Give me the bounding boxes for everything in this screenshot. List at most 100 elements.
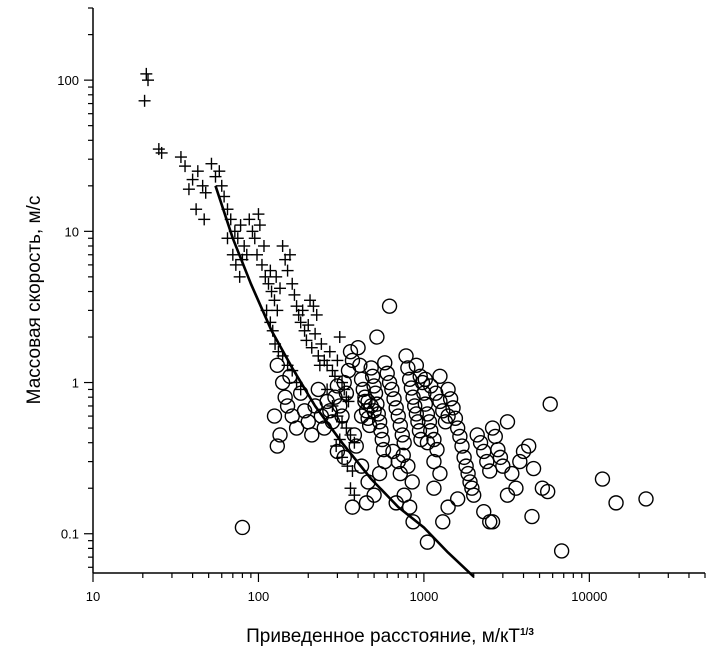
circle-marker: [390, 408, 406, 424]
plus-marker: [304, 294, 317, 307]
plus-marker: [340, 422, 353, 435]
circle-marker: [401, 499, 418, 515]
circle-marker: [358, 495, 375, 511]
plus-marker: [213, 165, 226, 178]
plus-marker: [205, 157, 218, 170]
plus-marker: [215, 179, 228, 192]
circle-marker: [432, 465, 448, 482]
plus-marker: [265, 285, 278, 298]
circle-marker: [452, 428, 468, 445]
plus-marker: [326, 364, 339, 377]
plus-marker: [198, 213, 211, 226]
circle-marker: [392, 417, 408, 434]
plus-marker: [238, 239, 251, 252]
x-tick-label: 100: [248, 589, 270, 604]
circle-marker: [338, 385, 355, 401]
plus-marker: [246, 225, 259, 238]
circle-marker: [398, 348, 414, 364]
circle-marker: [449, 491, 466, 507]
x-tick-label: 10000: [571, 589, 607, 604]
plus-marker: [283, 248, 296, 261]
circle-marker: [388, 400, 404, 416]
circle-marker: [490, 441, 506, 458]
plus-marker: [257, 239, 270, 252]
plus-marker: [252, 208, 265, 221]
circle-marker: [404, 474, 420, 490]
circle-marker: [419, 534, 436, 550]
x-axis-title-main: Приведенное расстояние, м/кТ: [246, 626, 520, 647]
circle-marker: [400, 458, 416, 474]
circle-marker: [423, 423, 439, 439]
plus-marker: [274, 282, 287, 295]
plus-marker: [281, 264, 294, 277]
plus-marker: [270, 270, 283, 283]
circle-marker: [310, 381, 326, 398]
plus-marker: [226, 248, 239, 261]
circle-marker: [512, 453, 528, 470]
circle-marker: [469, 427, 485, 443]
plus-marker: [186, 173, 199, 186]
plus-marker: [191, 165, 204, 178]
circle-marker: [364, 368, 381, 384]
plus-marker: [190, 203, 203, 216]
circle-marker: [492, 449, 509, 466]
circle-marker: [272, 427, 288, 443]
circle-marker: [479, 453, 495, 470]
circle-marker: [440, 408, 456, 424]
circle-marker: [445, 400, 461, 416]
circle-marker: [369, 329, 385, 345]
circle-marker: [353, 371, 370, 388]
circle-marker: [405, 389, 421, 405]
plus-marker: [142, 74, 155, 87]
circle-marker: [442, 391, 459, 407]
circle-marker: [417, 396, 434, 412]
circle-marker: [499, 414, 516, 430]
circle-marker: [460, 465, 476, 482]
plus-marker: [323, 345, 336, 358]
circle-marker: [608, 495, 624, 511]
circle-marker: [377, 355, 393, 371]
circle-marker: [421, 414, 438, 430]
plot-area: [138, 67, 654, 578]
circle-marker: [369, 396, 385, 412]
plus-marker: [348, 489, 361, 502]
circle-marker: [353, 408, 370, 424]
circle-marker: [269, 438, 286, 454]
plus-marker: [300, 334, 313, 347]
circle-marker: [440, 499, 456, 515]
plus-marker: [309, 327, 322, 340]
circle-marker: [379, 365, 395, 382]
circle-marker: [466, 487, 482, 503]
circle-marker: [366, 487, 382, 503]
circle-marker: [487, 428, 503, 445]
circle-marker: [426, 453, 442, 470]
circle-marker: [419, 435, 436, 451]
circle-marker: [638, 491, 654, 507]
plus-marker: [271, 304, 284, 317]
circle-marker: [332, 398, 348, 414]
plus-marker: [174, 151, 187, 164]
circle-marker: [360, 393, 376, 410]
circle-marker: [363, 360, 379, 376]
plus-marker: [344, 428, 357, 441]
plus-marker: [259, 270, 272, 283]
plus-marker: [234, 219, 247, 232]
circle-marker: [407, 398, 423, 414]
plus-marker: [255, 258, 268, 271]
plus-marker: [138, 94, 151, 107]
plus-marker: [140, 67, 153, 80]
plus-marker: [315, 337, 328, 350]
circle-marker: [408, 406, 425, 422]
plus-marker: [253, 219, 266, 232]
circle-marker: [524, 508, 540, 525]
circle-marker: [346, 427, 363, 443]
plus-marker: [341, 460, 354, 473]
circle-marker: [456, 449, 472, 466]
plus-marker: [288, 288, 301, 301]
axes: [92, 8, 705, 574]
plus-marker: [286, 277, 299, 290]
plus-marker: [313, 359, 326, 372]
plus-marker: [250, 248, 263, 261]
plus-marker: [328, 370, 341, 383]
circle-marker: [508, 480, 524, 496]
